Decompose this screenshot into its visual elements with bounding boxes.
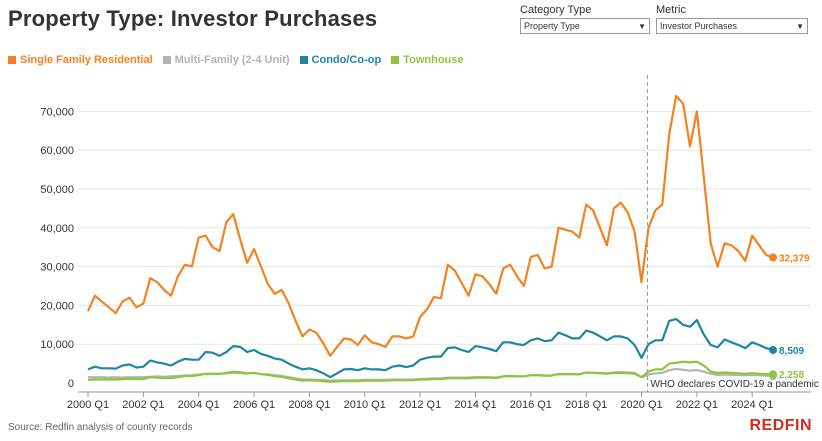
category-type-label: Category Type: [520, 4, 592, 16]
y-tick-label: 20,000: [40, 300, 74, 312]
x-tick-label: 2020 Q1: [620, 399, 662, 411]
end-value-label: 8,509: [779, 346, 804, 357]
chevron-down-icon: ▼: [638, 21, 646, 31]
x-tick-label: 2004 Q1: [178, 399, 220, 411]
page-title: Property Type: Investor Purchases: [8, 6, 378, 31]
y-tick-label: 60,000: [40, 145, 74, 157]
grid-lines: [78, 110, 811, 345]
end-marker: [769, 370, 777, 379]
y-tick-label: 70,000: [40, 106, 74, 118]
legend-label: Single Family Residential: [20, 54, 153, 66]
x-tick-label: 2010 Q1: [344, 399, 386, 411]
x-tick-label: 2012 Q1: [399, 399, 441, 411]
legend-label: Condo/Co-op: [311, 54, 382, 66]
metric-dropdown[interactable]: Investor Purchases ▼: [656, 18, 808, 34]
series-line: [86, 94, 774, 357]
source-note: Source: Redfin analysis of county record…: [8, 422, 193, 433]
metric-value: Investor Purchases: [660, 21, 738, 31]
x-tick-label: 2024 Q1: [731, 399, 773, 411]
chart-legend: Single Family Residential Multi-Family (2…: [8, 54, 464, 66]
covid-annotation: WHO declares COVID-19 a pandemic: [646, 75, 819, 392]
y-axis: 0 10,000 20,000 30,000 40,000 50,000 60,000 70,…: [40, 106, 74, 390]
y-tick-label: 50,000: [40, 184, 74, 196]
series-line: [87, 317, 774, 379]
category-type-filter: Category Type Property Type ▼: [520, 4, 650, 34]
legend-swatch: [391, 56, 400, 64]
y-tick-label: 40,000: [40, 223, 74, 235]
legend-item[interactable]: Multi-Family (2-4 Unit): [162, 54, 290, 66]
x-tick-label: 2014 Q1: [454, 399, 496, 411]
chevron-down-icon: ▼: [796, 21, 804, 31]
end-value-label: 2,258: [779, 370, 804, 381]
redfin-logo: REDFIN: [749, 417, 812, 434]
legend-swatch: [8, 56, 16, 64]
category-type-value: Property Type: [524, 21, 580, 31]
end-marker: [769, 345, 777, 354]
legend-label: Townhouse: [403, 54, 464, 66]
x-tick-label: 2000 Q1: [67, 399, 109, 411]
x-tick-label: 2022 Q1: [676, 399, 718, 411]
x-tick-label: 2002 Q1: [122, 399, 164, 411]
legend-label: Multi-Family (2-4 Unit): [174, 54, 290, 66]
legend-item[interactable]: Townhouse: [391, 54, 464, 66]
legend-item[interactable]: Condo/Co-op: [299, 54, 382, 66]
legend-swatch: [162, 56, 171, 64]
series-line: [87, 360, 774, 383]
y-tick-label: 10,000: [40, 339, 74, 351]
metric-filter: Metric Investor Purchases ▼: [656, 4, 808, 34]
x-tick-label: 2008 Q1: [288, 399, 330, 411]
series-lines: [86, 94, 774, 383]
x-tick-label: 2018 Q1: [565, 399, 607, 411]
y-tick-label: 0: [68, 378, 74, 390]
end-value-label: 32,379: [779, 253, 810, 264]
x-axis: 2000 Q1 2002 Q1 2004 Q1 2006 Q1 2008 Q1 2010 …: [67, 391, 811, 411]
y-tick-label: 30,000: [40, 262, 74, 274]
x-tick-label: 2016 Q1: [510, 399, 552, 411]
legend-swatch: [299, 56, 308, 64]
category-type-dropdown[interactable]: Property Type ▼: [520, 18, 650, 34]
end-marker: [769, 253, 777, 262]
legend-item[interactable]: Single Family Residential: [8, 54, 153, 66]
annotation-text: WHO declares COVID-19 a pandemic: [650, 379, 818, 390]
x-tick-label: 2006 Q1: [233, 399, 275, 411]
metric-label: Metric: [656, 4, 686, 16]
end-labels: 32,379 8,509 2,258: [769, 253, 810, 381]
